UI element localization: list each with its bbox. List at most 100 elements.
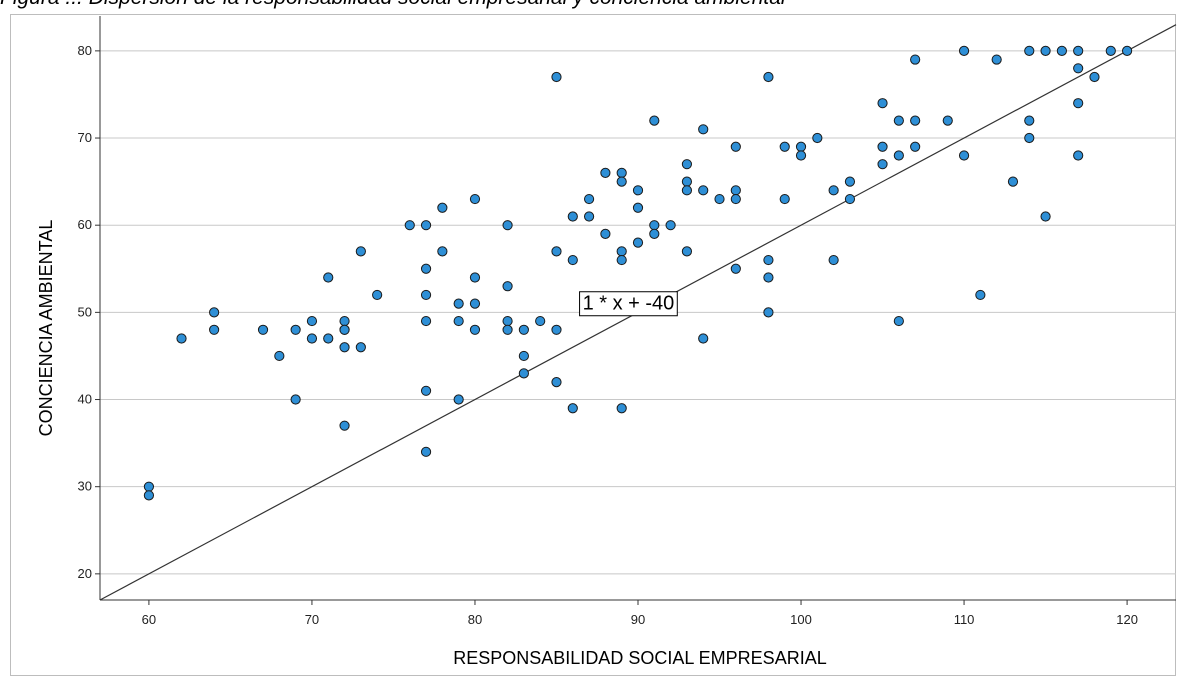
data-point-108 (1024, 45, 1035, 56)
data-point-49 (567, 211, 578, 222)
data-point-86 (795, 141, 807, 152)
data-point-41 (518, 324, 529, 335)
data-point-92 (844, 193, 856, 205)
grid-lines (100, 50, 1176, 575)
data-point-117 (1073, 150, 1084, 161)
data-point-82 (763, 272, 774, 283)
data-point-6 (274, 350, 285, 362)
data-point-95 (877, 159, 888, 170)
data-point-58 (616, 246, 627, 257)
data-point-71 (681, 246, 693, 257)
data-point-73 (698, 185, 709, 196)
data-point-87 (795, 150, 807, 161)
data-point-119 (1105, 45, 1116, 56)
equation-label-group: 1 * x + -40 (579, 291, 678, 317)
data-point-112 (1040, 211, 1051, 222)
data-point-81 (763, 254, 774, 266)
data-point-7 (290, 324, 301, 335)
data-point-8 (290, 394, 301, 405)
data-point-1 (143, 490, 155, 501)
data-point-24 (420, 289, 432, 301)
data-point-70 (681, 185, 693, 196)
data-point-98 (893, 315, 904, 327)
data-point-25 (420, 315, 432, 327)
data-point-30 (453, 298, 464, 309)
x-tick-label-80: 80 (468, 612, 482, 627)
data-point-12 (323, 333, 334, 344)
data-point-45 (551, 71, 562, 83)
data-point-4 (209, 324, 220, 335)
data-point-85 (779, 193, 790, 205)
data-point-27 (420, 446, 432, 457)
data-point-46 (551, 246, 562, 257)
data-point-115 (1073, 63, 1084, 74)
data-point-100 (910, 115, 921, 126)
data-point-61 (632, 185, 644, 196)
y-tick-label-40: 40 (78, 392, 92, 407)
data-point-113 (1056, 45, 1067, 56)
x-tick-label-110: 110 (954, 612, 975, 627)
data-point-79 (730, 263, 741, 274)
data-point-33 (469, 193, 481, 205)
data-point-77 (730, 185, 741, 196)
data-point-111 (1040, 45, 1051, 56)
data-point-26 (420, 385, 432, 396)
data-point-37 (502, 220, 513, 231)
data-point-38 (502, 281, 513, 292)
data-point-0 (143, 481, 155, 492)
data-point-120 (1121, 45, 1133, 56)
data-point-42 (518, 350, 529, 362)
data-point-11 (323, 272, 334, 283)
data-point-96 (893, 115, 904, 126)
x-tick-label-70: 70 (305, 612, 319, 627)
x-tick-label-100: 100 (790, 612, 812, 627)
data-point-107 (1007, 176, 1019, 187)
data-point-84 (779, 141, 790, 152)
data-point-69 (681, 176, 693, 187)
x-axis-title: RESPONSABILIDAD SOCIAL EMPRESARIAL (453, 648, 826, 668)
data-point-16 (339, 342, 350, 353)
equation-label: 1 * x + -40 (583, 293, 675, 315)
data-point-20 (372, 289, 383, 301)
equation-box (579, 291, 678, 317)
data-point-31 (453, 315, 464, 327)
data-point-99 (910, 54, 921, 65)
data-point-19 (355, 342, 366, 353)
data-point-32 (453, 394, 464, 405)
data-point-63 (632, 237, 644, 248)
data-point-52 (583, 193, 595, 205)
y-tick-label-60: 60 (78, 217, 92, 232)
data-point-17 (339, 420, 350, 431)
data-point-3 (209, 307, 220, 318)
data-point-5 (257, 324, 269, 335)
data-point-88 (812, 132, 823, 144)
data-point-60 (616, 403, 627, 414)
data-point-72 (698, 124, 709, 135)
y-axis-title: CONCIENCIA AMBIENTAL (36, 220, 56, 437)
data-point-13 (339, 315, 350, 327)
data-point-40 (502, 324, 513, 335)
data-point-109 (1024, 115, 1035, 126)
data-point-118 (1089, 71, 1100, 83)
data-point-83 (763, 307, 774, 318)
data-point-101 (910, 141, 921, 152)
data-point-28 (437, 202, 448, 213)
tick-labels: 20 30 40 50 60 70 80 60 70 80 90 100 110 120 (78, 43, 1138, 627)
x-tick-label-120: 120 (1116, 612, 1138, 627)
y-tick-label-20: 20 (78, 566, 92, 581)
data-point-106 (991, 54, 1002, 65)
data-point-97 (893, 150, 904, 161)
data-point-21 (404, 220, 415, 231)
data-point-103 (958, 45, 970, 56)
data-point-116 (1073, 98, 1084, 109)
data-point-78 (730, 193, 741, 205)
data-point-10 (306, 333, 318, 344)
y-tick-label-80: 80 (78, 43, 92, 58)
data-point-65 (649, 220, 660, 231)
chart-frame (10, 14, 1176, 676)
data-point-59 (616, 254, 627, 266)
data-point-47 (551, 324, 562, 335)
data-point-39 (502, 315, 513, 327)
data-point-68 (681, 159, 693, 170)
